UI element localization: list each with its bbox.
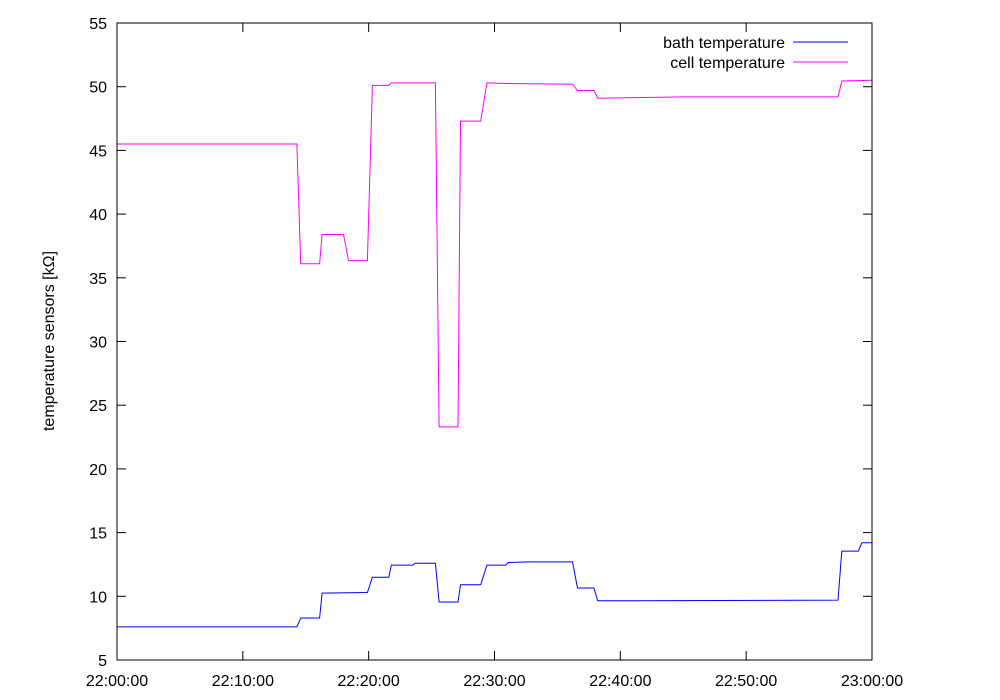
legend: bath temperature cell temperature [663,35,848,72]
x-tick-label: 22:00:00 [86,673,148,690]
y-axis-label: temperature sensors [kΩ] [41,251,58,431]
legend-label: cell temperature [670,55,785,72]
x-tick-label: 22:50:00 [715,673,777,690]
x-tick-label: 22:20:00 [338,673,400,690]
x-tick-label: 22:10:00 [212,673,274,690]
x-tick-label: 23:00:00 [841,673,903,690]
y-tick-label: 15 [89,526,107,543]
y-tick-label: 30 [89,335,107,352]
y-tick-label: 40 [89,207,107,224]
axis-ticks: 5 10 15 20 25 30 35 40 45 50 55 22:00:00 22:10:00 22:… [86,16,903,690]
y-tick-label: 10 [89,589,107,606]
plot-frame [116,22,873,661]
series-lines [117,79,873,628]
x-tick-label: 22:30:00 [463,673,525,690]
y-tick-label: 45 [89,143,107,160]
y-tick-label: 55 [89,16,107,33]
y-tick-label: 20 [89,462,107,479]
y-tick-label: 25 [89,398,107,415]
legend-label: bath temperature [663,35,785,52]
y-tick-label: 35 [89,271,107,288]
series-line-cell-temperature [117,79,873,428]
x-tick-label: 22:40:00 [589,673,651,690]
series-line-bath-temperature [117,542,872,628]
y-tick-label: 5 [98,653,107,670]
y-tick-label: 50 [89,80,107,97]
